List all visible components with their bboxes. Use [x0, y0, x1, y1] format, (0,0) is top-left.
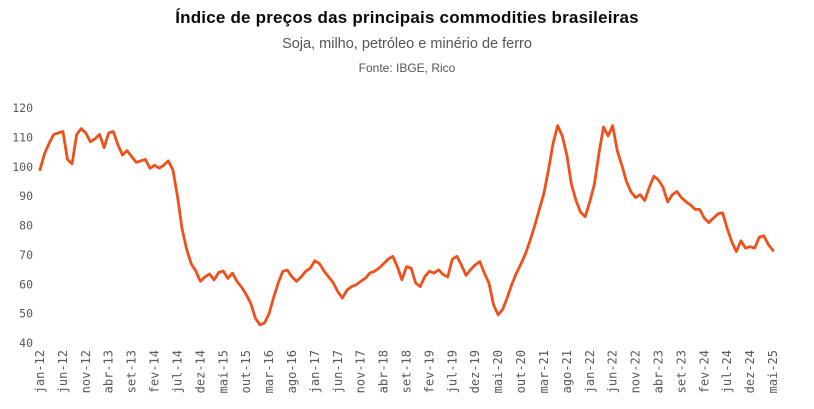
x-axis-tick-label: mar-21: [537, 350, 551, 393]
x-axis-tick-label: abr-18: [377, 350, 391, 393]
x-axis-tick-label: ago-21: [560, 350, 574, 393]
x-axis-tick-label: fev-14: [148, 350, 162, 393]
x-axis-tick-label: jul-19: [445, 350, 459, 393]
y-axis-tick-label: 60: [19, 277, 33, 291]
x-axis-tick-label: set-23: [674, 350, 688, 393]
x-axis-tick-label: fev-24: [697, 350, 711, 393]
y-axis-tick-label: 100: [12, 160, 33, 174]
y-axis-tick-label: 120: [12, 101, 33, 115]
commodity-index-series-line: [38, 124, 775, 327]
y-axis-tick-label: 110: [12, 130, 33, 144]
x-axis-tick-label: jan-17: [308, 350, 322, 393]
x-axis-tick-label: set-13: [125, 350, 139, 393]
x-axis-tick-label: jun-17: [331, 350, 345, 393]
x-axis-tick-label: out-20: [514, 350, 528, 393]
x-axis-tick-label: jan-12: [33, 350, 47, 393]
x-axis-tick-label: jun-22: [606, 350, 620, 393]
x-axis-tick-label: out-15: [239, 350, 253, 393]
y-axis-tick-label: 40: [19, 336, 33, 350]
chart-subtitle: Soja, milho, petróleo e minério de ferro: [282, 36, 532, 52]
x-axis-tick-label: jul-14: [170, 350, 184, 393]
chart-source: Fonte: IBGE, Rico: [358, 61, 456, 75]
x-axis-tick-label: abr-23: [651, 350, 665, 393]
y-axis-tick-label: 70: [19, 248, 33, 262]
x-axis-tick-label: mai-20: [491, 350, 505, 393]
x-axis-tick-label: fev-19: [422, 350, 436, 393]
x-axis-tick-label: jan-22: [583, 350, 597, 393]
x-axis-tick-label: mai-15: [216, 350, 230, 393]
chart-title: Índice de preços das principais commodit…: [175, 8, 639, 27]
x-axis-tick-label: ago-16: [285, 350, 299, 393]
x-axis-tick-label: nov-17: [354, 350, 368, 393]
x-axis-tick-label: mar-16: [262, 350, 276, 393]
x-axis-tick-label: mai-25: [766, 350, 780, 393]
x-axis-tick-label: nov-12: [79, 350, 93, 393]
x-axis-tick-label: dez-24: [743, 350, 757, 393]
y-axis-tick-label: 90: [19, 189, 33, 203]
x-axis-tick-label: abr-13: [102, 350, 116, 393]
x-axis-tick-label: dez-14: [193, 350, 207, 393]
y-axis-tick-label: 50: [19, 307, 33, 321]
x-axis-tick-label: dez-19: [468, 350, 482, 393]
x-axis-tick-label: jun-12: [56, 350, 70, 393]
y-axis-tick-label: 80: [19, 219, 33, 233]
x-axis-tick-label: nov-22: [629, 350, 643, 393]
x-axis-tick-label: jul-24: [720, 350, 734, 393]
x-axis-tick-label: set-18: [400, 350, 414, 393]
